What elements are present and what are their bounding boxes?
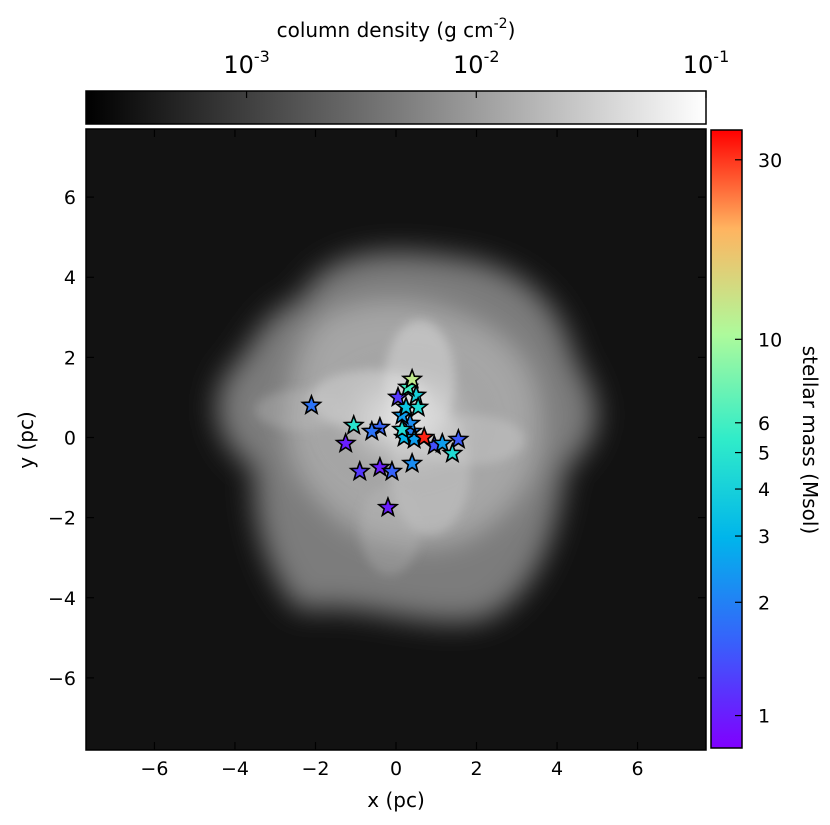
y-tick-label: −4 [48,588,76,610]
star-markers [300,367,470,518]
y-tick-label: −6 [48,668,76,690]
density-tick-label: 10-3 [223,47,270,79]
x-axis-label: x (pc) [367,788,425,812]
star-marker [376,495,400,518]
y-tick-label: 4 [64,267,76,289]
star-marker [342,413,365,436]
star-marker [400,451,424,474]
y-axis-label: y (pc) [14,411,38,469]
mass-tick-label: 1 [758,706,770,728]
y-tick-label: 2 [64,347,76,369]
mass-tick-label: 5 [758,443,770,465]
star-marker [390,417,414,440]
star-marker [300,393,323,415]
mass-colorbar-label: stellar mass (Msol) [798,346,822,535]
star-marker [348,459,371,482]
y-tick-label: 6 [64,187,76,209]
y-tick-label: −2 [48,508,76,530]
density-colorbar-label: column density (g cm-2) [277,16,516,42]
mass-tick-label: 6 [758,413,770,435]
mass-tick-label: 2 [758,592,770,614]
mass-tick-label: 30 [758,150,782,172]
x-tick-label: 4 [551,758,563,780]
x-tick-label: 0 [390,758,402,780]
star-marker [380,459,404,482]
x-tick-label: −4 [221,758,249,780]
star-marker [360,419,384,442]
mass-colorbar-ticks: 1 2 3 4 5 6 10 30 [735,150,782,728]
x-tick-label: −6 [140,758,168,780]
star-marker [400,367,424,389]
density-colorbar-gradient [85,90,707,125]
mass-colorbar: 1 2 3 4 5 6 10 30 stellar mass (Msol) [710,129,822,749]
star-marker [406,395,430,417]
x-tick-label: 6 [632,758,644,780]
y-tick-label: 0 [64,427,76,449]
x-tick-label: −2 [301,758,329,780]
mass-tick-label: 3 [758,526,770,548]
density-tick-label: 10-1 [683,47,730,79]
mass-colorbar-gradient [710,129,743,749]
star-marker [447,427,470,450]
density-colorbar: 10-3 10-2 10-1 column density (g cm-2) [85,16,729,125]
y-axis-ticks: −6 −4 −2 0 2 4 6 [48,187,706,690]
x-tick-label: 2 [470,758,482,780]
map-panel: −6 −4 −2 0 2 4 6 −6 −4 −2 0 2 4 6 x (pc) y (pc) [14,128,707,812]
star-marker [368,455,392,478]
mass-tick-label: 10 [758,329,782,351]
star-marker [334,431,357,454]
star-marker [412,425,436,448]
star-marker [431,431,454,454]
x-axis-ticks: −6 −4 −2 0 2 4 6 [140,129,644,780]
density-tick-label: 10-2 [453,47,500,79]
mass-tick-label: 4 [758,479,770,501]
star-marker [441,441,464,464]
density-colorbar-ticks: 10-3 10-2 10-1 [223,47,729,98]
